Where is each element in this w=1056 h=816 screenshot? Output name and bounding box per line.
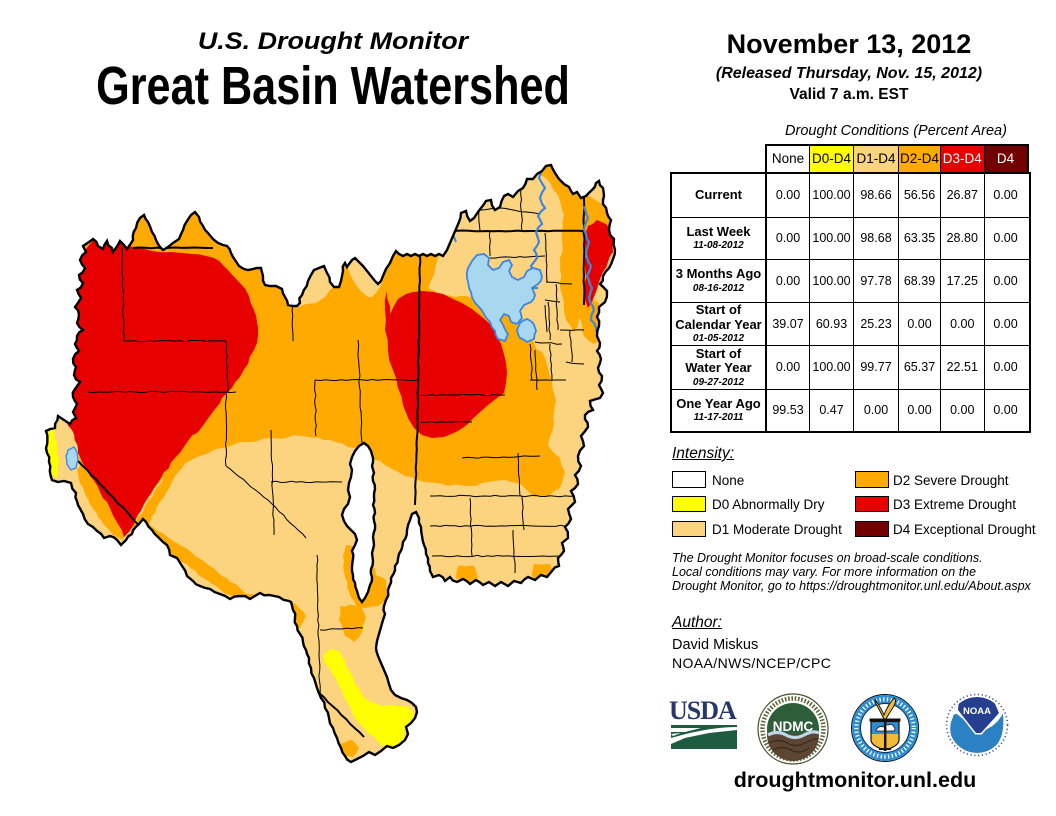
svg-text:NDMC: NDMC	[773, 719, 814, 734]
svg-text:NOAA: NOAA	[963, 706, 991, 717]
